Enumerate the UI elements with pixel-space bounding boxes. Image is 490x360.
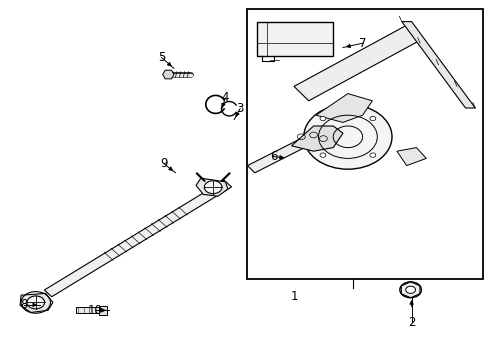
Text: 2: 2 (408, 316, 416, 329)
Polygon shape (292, 126, 343, 151)
FancyBboxPatch shape (76, 307, 99, 313)
Bar (247, 9, 483, 279)
Text: 9: 9 (160, 157, 168, 170)
Polygon shape (402, 22, 475, 108)
FancyBboxPatch shape (257, 22, 333, 56)
Text: 3: 3 (236, 102, 244, 115)
Circle shape (320, 116, 326, 121)
Text: 1: 1 (290, 291, 298, 303)
Text: 10: 10 (88, 304, 103, 317)
Circle shape (400, 282, 421, 298)
Polygon shape (196, 178, 228, 196)
Circle shape (370, 116, 376, 121)
FancyBboxPatch shape (99, 306, 107, 315)
Text: 5: 5 (158, 51, 166, 64)
Polygon shape (397, 148, 426, 166)
Circle shape (406, 286, 416, 293)
Circle shape (27, 296, 45, 309)
Circle shape (304, 104, 392, 169)
Circle shape (204, 181, 222, 194)
Text: 8: 8 (20, 298, 27, 311)
Circle shape (320, 153, 326, 157)
Circle shape (370, 153, 376, 157)
Text: 4: 4 (221, 91, 229, 104)
Polygon shape (163, 70, 174, 79)
Text: 7: 7 (359, 37, 367, 50)
Polygon shape (247, 130, 326, 173)
Polygon shape (44, 180, 232, 297)
Text: 6: 6 (270, 150, 277, 163)
Polygon shape (316, 94, 372, 122)
Polygon shape (20, 293, 53, 312)
Polygon shape (294, 25, 421, 101)
